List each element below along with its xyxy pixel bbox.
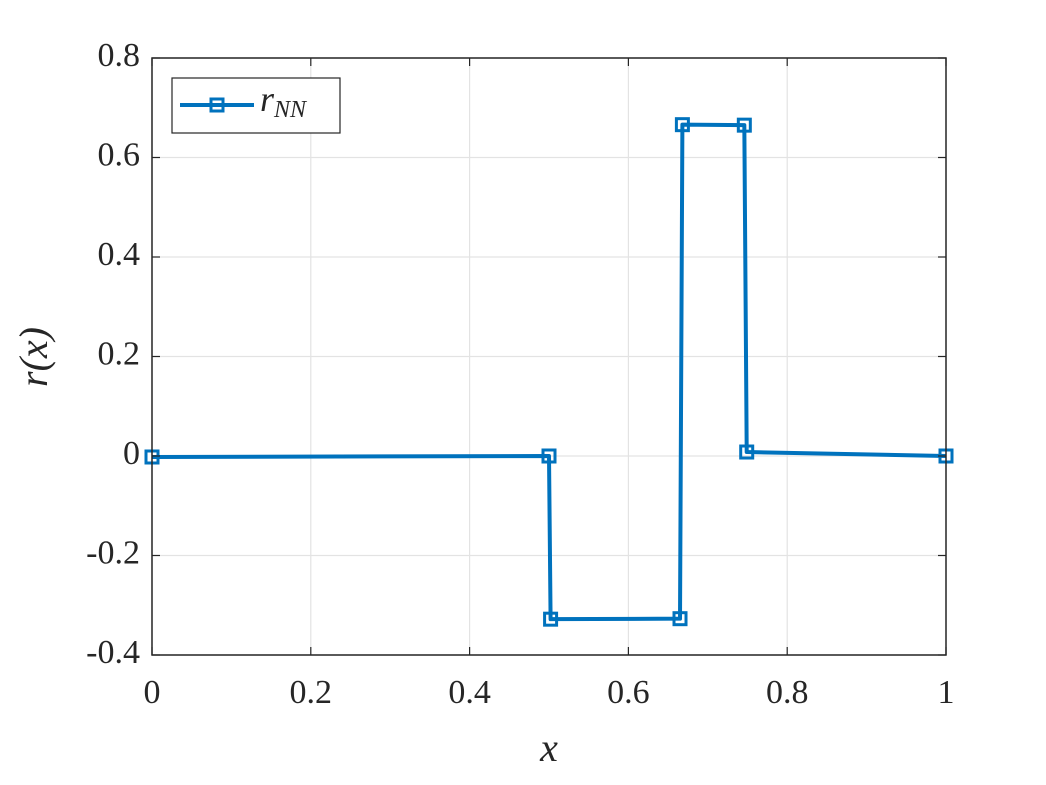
legend: rNN: [171, 77, 341, 134]
x-tick-label: 0.8: [766, 674, 809, 711]
x-tick-label: 0: [144, 674, 161, 711]
x-axis-label: x: [539, 725, 558, 770]
marker: [672, 611, 688, 627]
y-axis-label: r(x): [11, 327, 56, 387]
data-line: [151, 122, 947, 622]
y-tick-label: 0.6: [98, 136, 141, 173]
marker: [543, 611, 559, 627]
x-tick-label: 0.4: [448, 674, 491, 711]
marker: [541, 448, 557, 464]
legend-swatch: [209, 97, 225, 113]
y-tick-label: 0.8: [98, 37, 141, 74]
x-tick-label: 0.6: [607, 674, 650, 711]
y-tick-label: -0.2: [86, 534, 140, 571]
y-tick-label: 0.2: [98, 335, 141, 372]
y-tick-label: 0: [123, 435, 140, 472]
x-tick-label: 1: [938, 674, 955, 711]
x-tick-label: 0.2: [290, 674, 333, 711]
marker: [736, 117, 752, 133]
axes-box: [151, 57, 947, 656]
marker: [739, 444, 755, 460]
y-tick-label: 0.4: [98, 236, 141, 273]
marker: [674, 117, 690, 133]
legend-label: rNN: [260, 79, 308, 122]
y-tick-label: -0.4: [86, 634, 140, 671]
